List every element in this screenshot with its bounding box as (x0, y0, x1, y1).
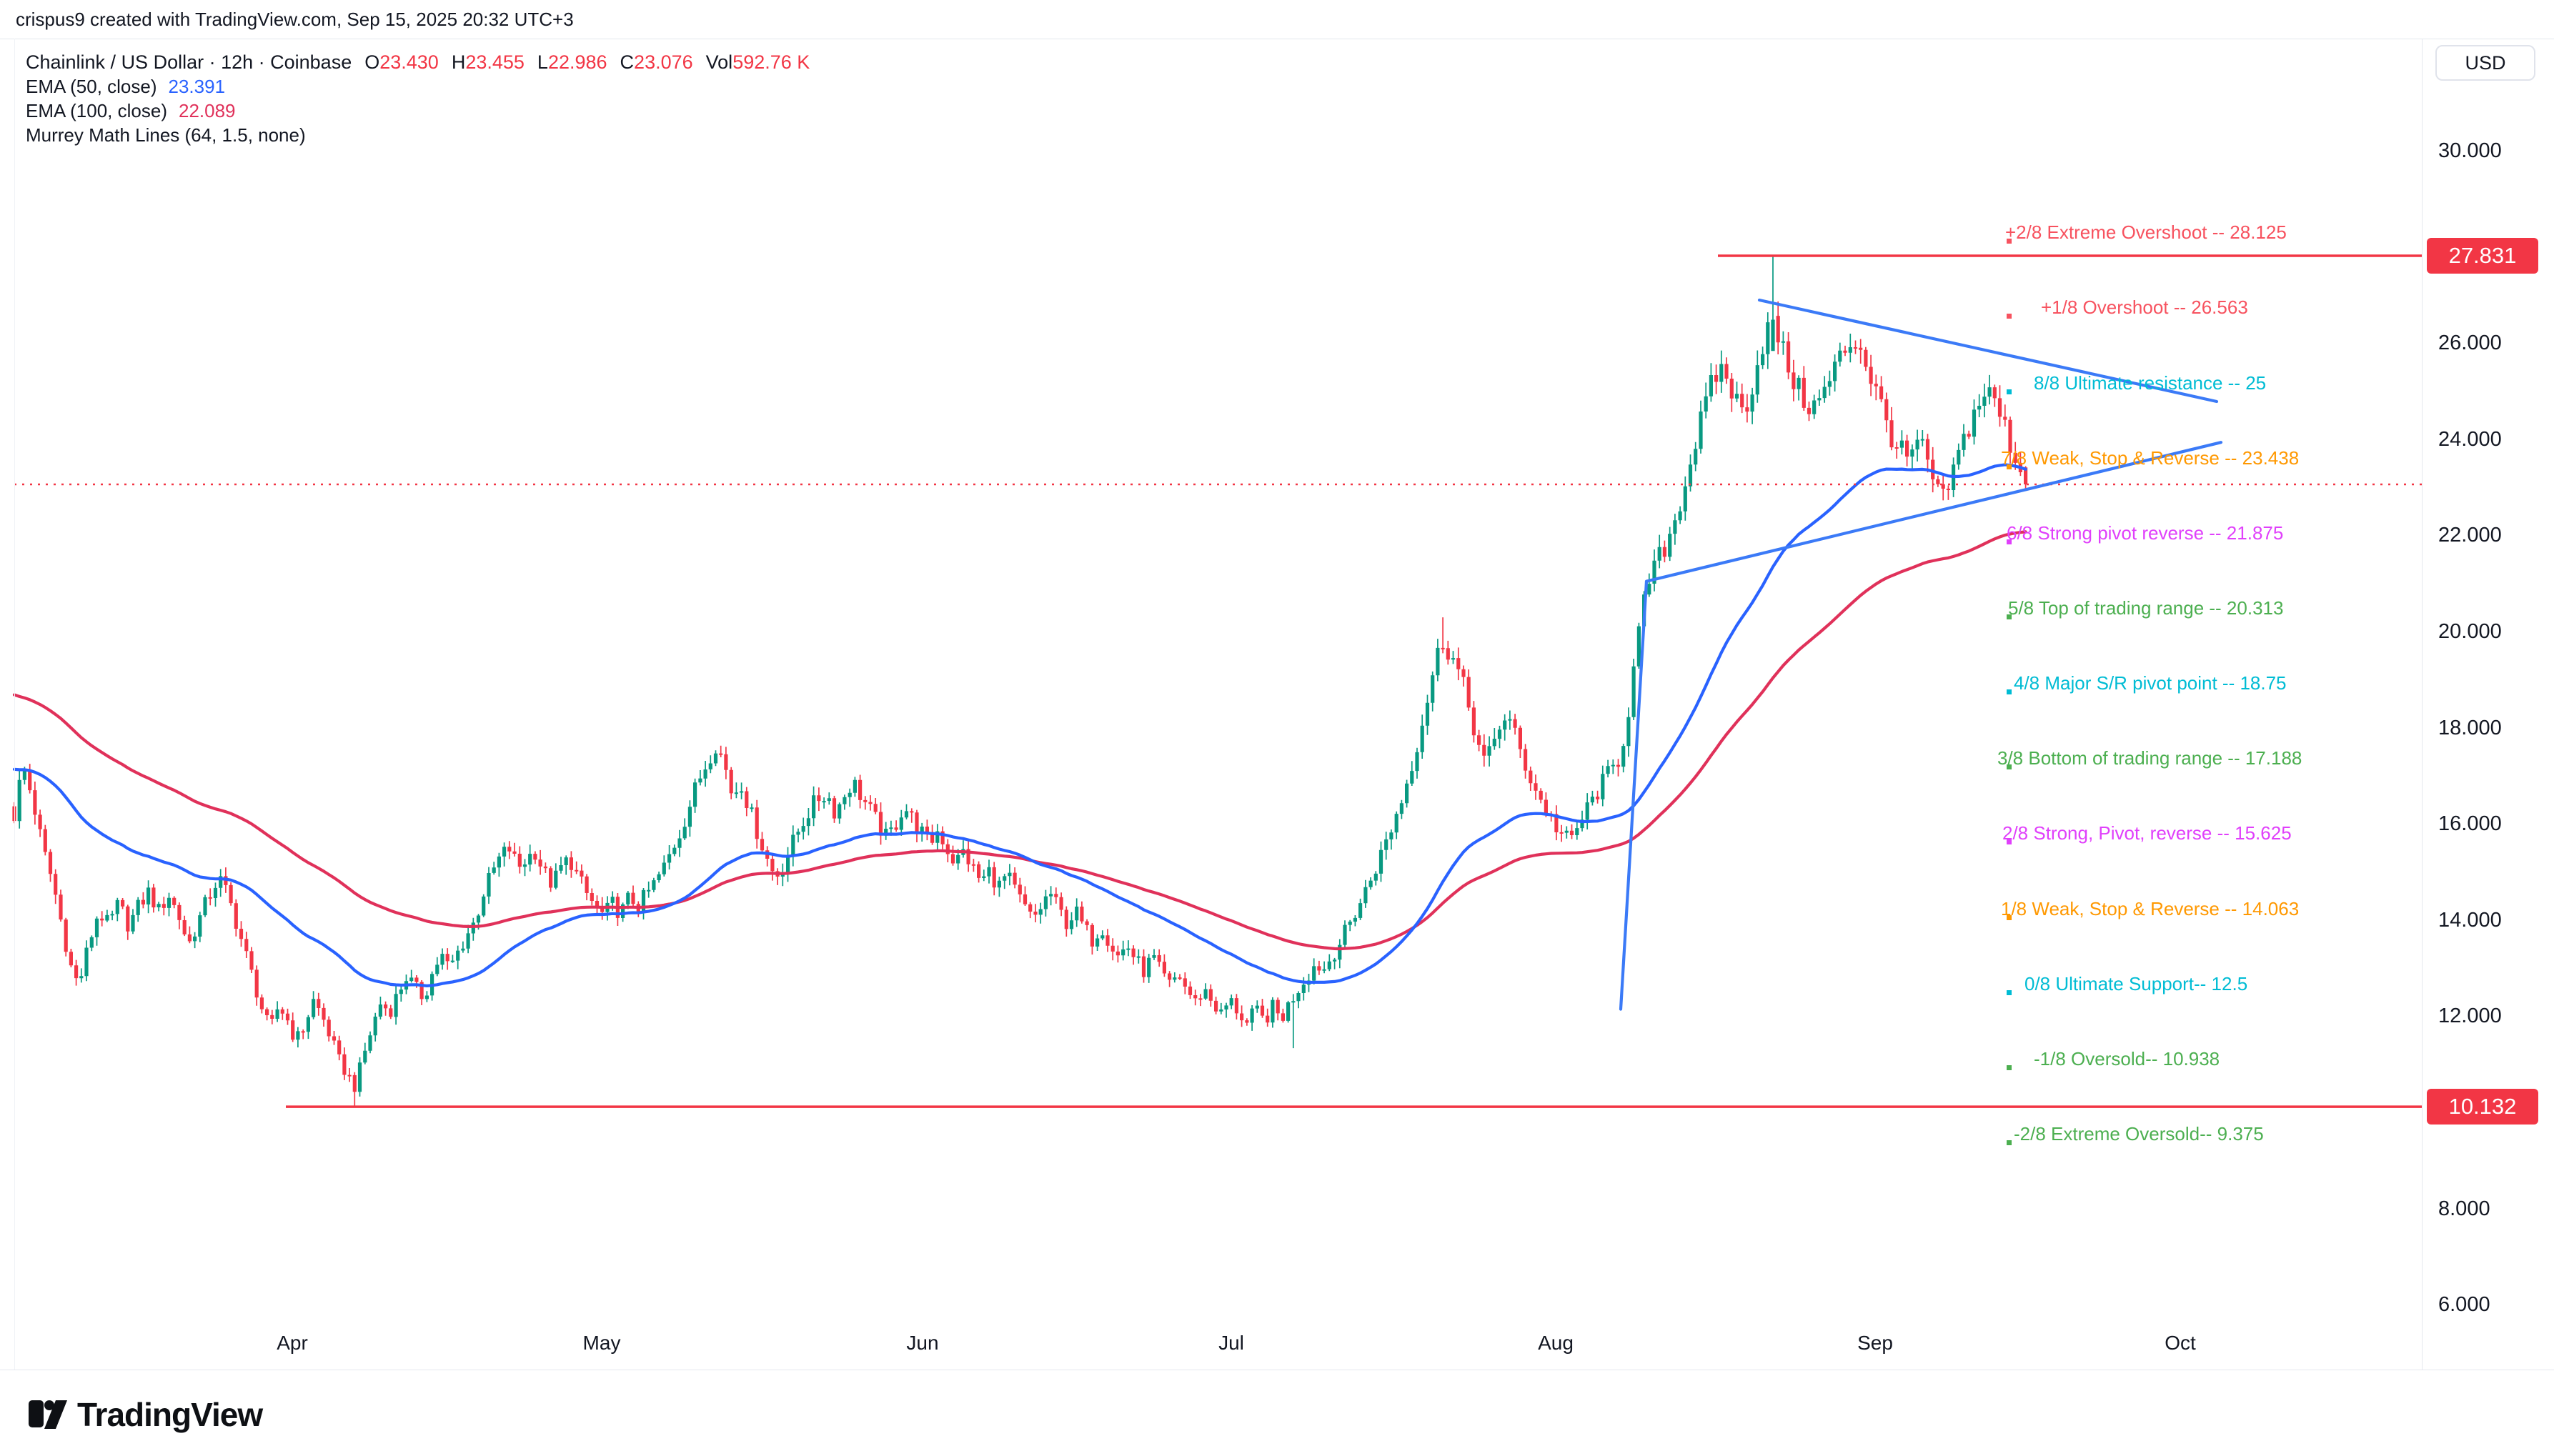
murrey-level-label: 0/8 Ultimate Support-- 12.5 (2024, 972, 2248, 994)
ohlc-value: 22.986 (547, 51, 607, 73)
murrey-level-dash (2007, 389, 2012, 394)
price-axis-label: 22.000 (2438, 524, 2502, 547)
ohlc-value: 592.76 K (732, 51, 810, 73)
murrey-level-label: 1/8 Weak, Stop & Reverse -- 14.063 (2001, 897, 2300, 919)
murrey-level-dash (2007, 689, 2012, 695)
month-label: Jul (1218, 1332, 1244, 1354)
murrey-level-dash (2007, 464, 2012, 469)
price-axis-label: 26.000 (2438, 331, 2502, 355)
price-axis-label: 16.000 (2438, 812, 2502, 836)
indicator-name: EMA (100, close) (26, 99, 167, 121)
murrey-level-dash (2007, 539, 2012, 544)
month-label: Sep (1857, 1332, 1893, 1354)
time-axis[interactable] (0, 1326, 2422, 1370)
plot-left-guide (14, 39, 15, 1370)
month-label: May (582, 1332, 621, 1354)
murrey-level-dash (2007, 989, 2012, 995)
murrey-level-dash (2007, 614, 2012, 619)
murrey-level-dash (2007, 1140, 2012, 1146)
legend-indicator-row[interactable]: EMA (100, close) 22.089 (26, 99, 810, 123)
month-label: Jun (906, 1332, 939, 1354)
murrey-level-label: 6/8 Strong pivot reverse -- 21.875 (2007, 522, 2284, 544)
ohlc-key: C (620, 51, 635, 73)
murrey-level-label: -2/8 Extreme Oversold-- 9.375 (2014, 1123, 2264, 1145)
price-axis-label: 30.000 (2438, 139, 2502, 162)
ohlc-value: 23.430 (379, 51, 439, 73)
ohlc-key: O (364, 51, 380, 73)
trend-line (1757, 298, 2219, 404)
price-axis-label: 24.000 (2438, 427, 2502, 451)
murrey-level-dash (2007, 839, 2012, 845)
price-axis-label: 18.000 (2438, 716, 2502, 739)
price-axis-label: 14.000 (2438, 908, 2502, 932)
tradingview-logo[interactable]: TradingView (29, 1395, 329, 1435)
indicator-value: 23.391 (168, 75, 226, 97)
murrey-level-label: 4/8 Major S/R pivot point -- 18.75 (2014, 672, 2287, 694)
symbol-title: Chainlink / US Dollar · 12h · Coinbase (26, 51, 352, 73)
ohlc-value: 23.076 (634, 51, 693, 73)
murrey-level-label: 5/8 Top of trading range -- 20.313 (2008, 597, 2284, 619)
tradingview-logo-text: TradingView (77, 1396, 263, 1433)
legend-indicators: EMA (50, close) 23.391 EMA (100, close) 22.… (26, 74, 810, 147)
murrey-level-dash (2007, 239, 2012, 244)
ohlc-key: L (537, 51, 548, 73)
murrey-level-label: 3/8 Bottom of trading range -- 17.188 (1997, 747, 2302, 769)
tradingview-logo-icon (29, 1400, 67, 1429)
ohlc-key: Vol (705, 51, 733, 73)
legend: Chainlink / US Dollar · 12h · Coinbase O… (26, 50, 810, 147)
trend-line (1619, 579, 1649, 1011)
murrey-level-label: 8/8 Ultimate resistance -- 25 (2034, 372, 2267, 394)
murrey-level-label: +1/8 Overshoot -- 26.563 (2041, 296, 2248, 319)
price-axis-label: 6.000 (2438, 1293, 2490, 1317)
price-axis-separator (2422, 39, 2423, 1370)
murrey-level-label: -1/8 Oversold-- 10.938 (2034, 1047, 2220, 1069)
legend-indicator-row[interactable]: EMA (50, close) 23.391 (26, 74, 810, 99)
candle-down-bodies (12, 316, 2028, 1092)
murrey-level-dash (2007, 764, 2012, 770)
trend-line (1644, 441, 2223, 583)
currency-toggle-button[interactable]: USD (2435, 45, 2535, 81)
price-axis-label: 12.000 (2438, 1004, 2502, 1028)
ema-100-line (12, 530, 2027, 951)
month-label: Apr (277, 1332, 308, 1354)
indicator-name: Murrey Math Lines (64, 1.5, none) (26, 124, 306, 146)
indicator-name: EMA (50, close) (26, 75, 157, 97)
indicator-value: 22.089 (178, 99, 236, 121)
attribution-text: crispus9 created with TradingView.com, S… (16, 9, 574, 30)
candle-down-wicks (14, 301, 2027, 1107)
month-label: Aug (1538, 1332, 1574, 1354)
legend-indicator-row[interactable]: Murrey Math Lines (64, 1.5, none) (26, 123, 810, 147)
ohlc-values: O23.430 H23.455 L22.986 C23.076 Vol592.76 K (352, 51, 810, 74)
ohlc-value: 23.455 (465, 51, 525, 73)
murrey-level-label: +2/8 Extreme Overshoot -- 28.125 (2005, 221, 2287, 244)
ohlc-key: H (451, 51, 466, 73)
price-axis-label: 8.000 (2438, 1197, 2490, 1220)
murrey-level-dash (2007, 1064, 2012, 1070)
candle-up-wicks (19, 256, 1990, 1097)
price-axis-label: 20.000 (2438, 620, 2502, 643)
legend-symbol-row[interactable]: Chainlink / US Dollar · 12h · Coinbase O… (26, 50, 810, 74)
month-label: Oct (2165, 1332, 2196, 1354)
murrey-level-dash (2007, 314, 2012, 319)
price-tag: 27.831 (2427, 237, 2538, 274)
murrey-level-label: 2/8 Strong, Pivot, reverse -- 15.625 (2002, 822, 2292, 844)
murrey-level-dash (2007, 914, 2012, 920)
ema-50-line (12, 463, 2027, 987)
murrey-level-label: 7/8 Weak, Stop & Reverse -- 23.438 (2001, 447, 2300, 469)
price-tag: 10.132 (2427, 1089, 2538, 1125)
